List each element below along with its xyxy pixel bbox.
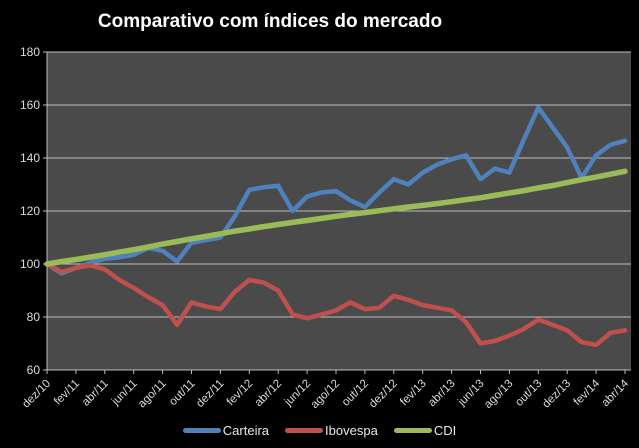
chart-title: Comparativo com índices do mercado [97,11,443,32]
x-axis-label: out/12 [340,378,371,409]
x-axis-label: ago/12 [309,378,342,411]
y-axis-label: 100 [20,257,40,271]
x-axis-label: abr/14 [600,377,632,409]
x-axis-label: dez/12 [367,378,400,411]
y-axis-label: 140 [20,151,40,165]
x-axis-label: abr/11 [80,378,111,409]
legend-label: Carteira [222,423,270,438]
legend-label: Ibovespa [325,423,378,438]
legend-item-carteira: Carteira [182,423,270,438]
x-axis-label: abr/13 [426,378,458,410]
x-axis-label: ago/13 [482,378,515,411]
x-axis-label: out/13 [513,378,544,409]
legend-line-swatch-icon [285,428,324,433]
x-axis-label: dez/13 [540,378,573,411]
x-axis-label: jun/11 [109,378,140,409]
chart-legend: Carteira Ibovespa CDI [0,423,639,438]
x-axis-label: jun/13 [455,378,486,409]
series-line-ibovespa [44,261,628,348]
y-axis-label: 80 [27,310,41,324]
y-axis-label: 120 [20,204,40,218]
x-axis-label: jun/12 [282,378,313,409]
x-axis-label: dez/10 [20,378,53,411]
legend-item-cdi: CDI [393,423,457,438]
y-axis-label: 60 [27,363,41,377]
legend-label: CDI [433,423,457,438]
legend-line-swatch-icon [182,428,221,433]
x-axis-label: dez/11 [194,378,226,410]
y-axis-label: 180 [20,45,40,59]
legend-line-swatch-icon [393,428,432,433]
x-axis-label: fev/12 [225,378,256,409]
x-axis-label: fev/13 [398,378,429,409]
x-axis-label: fev/14 [572,377,603,408]
y-axis-label: 160 [20,98,40,112]
x-axis-label: out/11 [167,378,197,408]
x-axis-label: abr/12 [253,378,285,410]
x-axis-label: fev/11 [52,378,82,408]
series-line-cdi [44,168,628,267]
legend-item-ibovespa: Ibovespa [285,423,378,438]
x-axis-label: ago/11 [136,378,169,411]
